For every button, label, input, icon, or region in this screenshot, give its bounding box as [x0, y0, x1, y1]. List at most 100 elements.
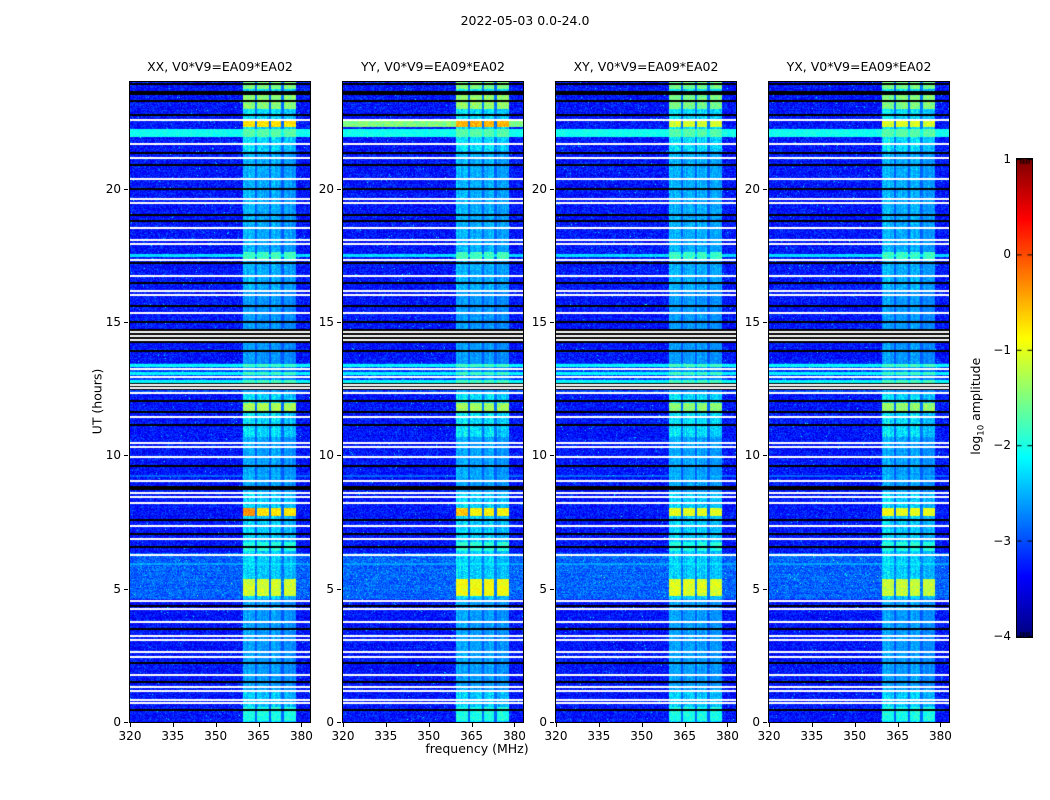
y-tick-label: 0	[326, 715, 334, 729]
x-tick-mark	[598, 723, 600, 727]
x-tick-mark	[811, 723, 813, 727]
x-tick-label: 335	[374, 729, 398, 743]
x-tick-mark	[343, 723, 344, 727]
x-tick-label: 365	[247, 729, 271, 743]
y-tick-label: 0	[539, 715, 547, 729]
x-tick-label: 380	[715, 729, 739, 743]
x-tick-mark	[641, 723, 643, 727]
y-tick-mark	[550, 455, 554, 457]
x-tick-label: 380	[289, 729, 313, 743]
x-tick-mark	[897, 723, 899, 727]
y-tick-mark	[124, 455, 128, 457]
spectrogram-panel-YY	[342, 81, 524, 723]
x-tick-label: 320	[544, 729, 568, 743]
y-tick-label: 5	[752, 581, 760, 596]
x-tick-label: 350	[417, 729, 441, 743]
y-tick-mark	[124, 722, 128, 723]
colorbar-tick-label: −2	[993, 438, 1011, 453]
x-tick-label: 335	[800, 729, 824, 743]
x-tick-label: 380	[502, 729, 526, 743]
spectrogram-canvas-YY	[343, 82, 523, 722]
spectrogram-panel-YX	[768, 81, 950, 723]
y-tick-label: 20	[105, 181, 121, 196]
y-tick-mark	[337, 188, 341, 190]
x-tick-mark	[385, 723, 387, 727]
x-tick-label: 320	[757, 729, 781, 743]
y-tick-label: 20	[744, 181, 760, 196]
x-tick-mark	[854, 723, 856, 727]
y-tick-label: 5	[113, 581, 121, 596]
colorbar-label-sub: 10	[976, 424, 987, 436]
x-tick-mark	[769, 723, 770, 727]
figure-title: 2022-05-03 0.0-24.0	[460, 13, 590, 28]
y-tick-label: 10	[744, 448, 760, 463]
panel-title-YX: YX, V0*V9=EA09*EA02	[786, 59, 932, 74]
y-tick-mark	[550, 188, 554, 190]
y-tick-label: 5	[539, 581, 547, 596]
y-tick-mark	[124, 588, 128, 590]
spectrogram-canvas-XX	[130, 82, 310, 722]
x-tick-mark	[940, 723, 942, 727]
y-tick-mark	[763, 455, 767, 457]
y-tick-label: 0	[752, 715, 760, 729]
y-tick-mark	[124, 188, 128, 190]
x-tick-mark	[172, 723, 174, 727]
x-axis-label: frequency (MHz)	[425, 741, 529, 756]
y-tick-mark	[763, 322, 767, 323]
y-tick-label: 20	[318, 181, 334, 196]
y-tick-label: 20	[531, 181, 547, 196]
colorbar-tick-label: −3	[993, 533, 1011, 548]
y-tick-mark	[337, 588, 341, 590]
y-tick-mark	[763, 722, 767, 723]
spectrogram-panel-XY	[555, 81, 737, 723]
x-tick-mark	[130, 723, 131, 727]
colorbar-tick-label: 1	[1003, 152, 1011, 166]
x-tick-label: 365	[886, 729, 910, 743]
x-tick-label: 335	[161, 729, 185, 743]
y-tick-label: 5	[326, 581, 334, 596]
panel-title-XX: XX, V0*V9=EA09*EA02	[147, 59, 293, 74]
x-tick-label: 365	[673, 729, 697, 743]
x-tick-label: 320	[331, 729, 355, 743]
y-tick-mark	[337, 455, 341, 457]
y-tick-mark	[550, 722, 554, 723]
panel-title-XY: XY, V0*V9=EA09*EA02	[573, 59, 719, 74]
y-tick-mark	[763, 188, 767, 190]
x-tick-mark	[684, 723, 686, 727]
colorbar-canvas	[1017, 159, 1032, 637]
y-tick-label: 15	[318, 315, 334, 329]
y-tick-mark	[763, 588, 767, 590]
colorbar-tick-label: −4	[993, 629, 1011, 643]
y-tick-label: 0	[113, 715, 121, 729]
y-tick-label: 10	[531, 448, 547, 463]
x-tick-label: 350	[630, 729, 654, 743]
x-tick-mark	[258, 723, 260, 727]
y-tick-mark	[337, 322, 341, 323]
colorbar-tick-label: −1	[993, 342, 1011, 357]
colorbar	[1016, 158, 1033, 638]
x-tick-mark	[471, 723, 473, 727]
spectrogram-canvas-XY	[556, 82, 736, 722]
x-tick-mark	[556, 723, 557, 727]
x-tick-mark	[727, 723, 729, 727]
y-tick-mark	[124, 322, 128, 323]
spectrogram-canvas-YX	[769, 82, 949, 722]
y-tick-label: 15	[105, 315, 121, 329]
x-tick-label: 320	[118, 729, 142, 743]
y-tick-label: 10	[105, 448, 121, 463]
y-tick-mark	[550, 322, 554, 323]
y-tick-mark	[550, 588, 554, 590]
x-tick-label: 350	[204, 729, 228, 743]
panel-title-YY: YY, V0*V9=EA09*EA02	[361, 59, 505, 74]
y-tick-label: 10	[318, 448, 334, 463]
x-tick-label: 350	[843, 729, 867, 743]
x-tick-mark	[215, 723, 217, 727]
x-tick-label: 365	[460, 729, 484, 743]
y-tick-label: 15	[744, 315, 760, 329]
x-tick-mark	[428, 723, 430, 727]
x-tick-mark	[514, 723, 516, 727]
x-tick-mark	[301, 723, 303, 727]
colorbar-label-post: amplitude	[967, 357, 983, 425]
y-tick-mark	[337, 722, 341, 723]
